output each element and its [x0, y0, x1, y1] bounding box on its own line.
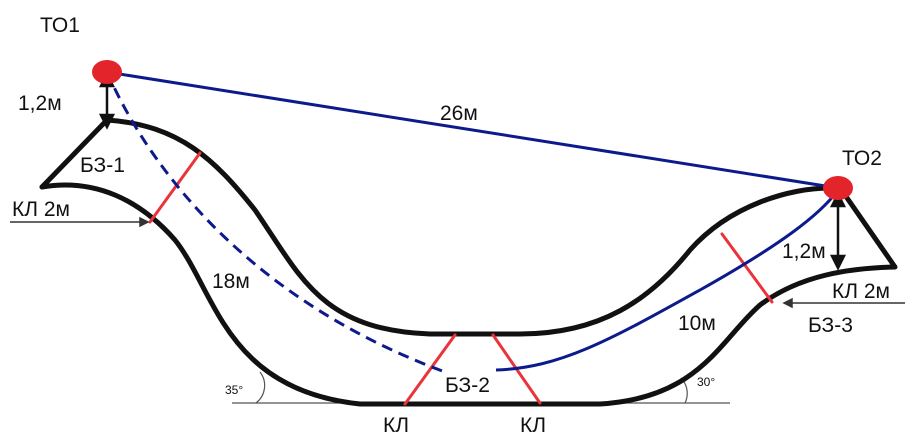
- label-distance-left: 18м: [212, 270, 250, 293]
- label-distance-top: 26м: [440, 102, 478, 125]
- cut-marker-bottom-left: [403, 333, 457, 406]
- dashed-line-to1-bz2: [105, 71, 446, 374]
- label-bz1: БЗ-1: [80, 154, 125, 177]
- line-to2-bz2: [495, 189, 840, 372]
- label-kl-bottom-right: КЛ: [520, 414, 546, 437]
- pointer-head-icon: [139, 216, 150, 228]
- cut-marker-left: [148, 151, 202, 224]
- label-angle-right: 30°: [697, 375, 715, 389]
- arrow-head-icon: [98, 113, 116, 130]
- line-to1-to2: [106, 70, 839, 190]
- cut-marker-right: [720, 232, 774, 304]
- label-height-left: 1,2м: [18, 92, 62, 115]
- label-bz3: БЗ-3: [808, 314, 853, 337]
- label-kl-bottom-left: КЛ: [383, 414, 409, 437]
- label-kl-left: КЛ 2м: [12, 198, 70, 221]
- label-distance-right: 10м: [678, 312, 716, 335]
- pointer-arrows: [10, 216, 905, 309]
- arrow-head-icon: [829, 254, 847, 271]
- label-to1: ТО1: [40, 14, 80, 37]
- point-to1-marker: [92, 60, 122, 84]
- measure-lines: [105, 70, 840, 374]
- pointer-head-icon: [782, 297, 793, 309]
- track-upper-edge: [39, 117, 833, 337]
- angle-arc-left: [255, 371, 266, 404]
- label-height-right: 1,2м: [782, 240, 826, 263]
- label-angle-left: 35°: [225, 383, 243, 397]
- label-to2: ТО2: [842, 147, 882, 170]
- point-to2-marker: [823, 176, 853, 200]
- label-kl-right: КЛ 2м: [832, 280, 890, 303]
- points: [92, 60, 853, 200]
- track-outline: [39, 117, 898, 407]
- label-bz2: БЗ-2: [445, 374, 490, 397]
- labels: ТО1 ТО2 1,2м 1,2м 26м 18м 10м БЗ-1 БЗ-2 …: [12, 14, 890, 437]
